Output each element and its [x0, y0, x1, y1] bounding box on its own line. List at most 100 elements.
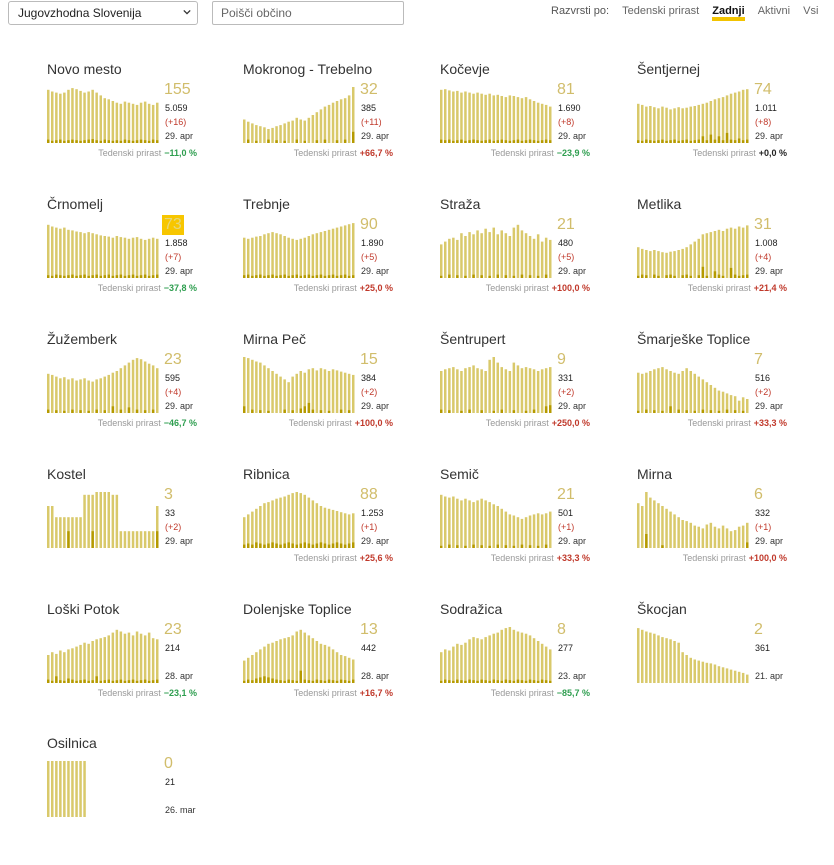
bar-new-cases	[91, 531, 94, 548]
sort-option-latest[interactable]: Zadnji	[712, 5, 745, 21]
total-count: 21	[165, 777, 176, 787]
municipality-card[interactable]: Žužemberk 23 595 (+4) 29. apr Tedenski priras…	[47, 331, 227, 461]
bar	[95, 379, 98, 413]
bar	[87, 494, 90, 548]
municipality-card[interactable]: Škocjan 2 361 21. apr	[637, 601, 817, 731]
municipality-card[interactable]: Loški Potok 23 214 28. apr Tedenski prirast −…	[47, 601, 227, 731]
municipality-card[interactable]: Straža 21 480 (+5) 29. apr Tedenski prirast +1…	[440, 196, 620, 326]
weekly-growth-value: +66,7 %	[359, 148, 393, 158]
bar	[131, 635, 135, 683]
bar-new-cases	[669, 274, 672, 278]
bar-new-cases	[63, 680, 66, 683]
municipality-card[interactable]: Črnomelj 73 1.858 (+7) 29. apr Tedenski prira…	[47, 196, 227, 326]
bar-new-cases	[295, 139, 298, 143]
bar-new-cases	[67, 140, 70, 143]
sort-option-weekly[interactable]: Tedenski prirast	[622, 5, 700, 17]
municipality-card[interactable]: Kočevje 81 1.690 (+8) 29. apr Tedenski priras…	[440, 61, 620, 191]
bar-new-cases	[488, 680, 491, 683]
bar-new-cases	[335, 275, 339, 278]
municipality-card[interactable]: Ribnica 88 1.253 (+1) 29. apr Tedenski priras…	[243, 466, 423, 596]
municipality-card[interactable]: Osilnica 0 21 26. mar	[47, 735, 227, 865]
search-input[interactable]	[212, 1, 404, 25]
bar	[339, 226, 343, 278]
bar-new-cases	[536, 680, 540, 683]
bar	[151, 365, 155, 413]
bar	[528, 635, 532, 683]
bar-new-cases	[303, 406, 306, 413]
bar	[315, 641, 319, 683]
weekly-growth-label: Tedenski prirast	[687, 418, 751, 428]
municipality-card[interactable]: Dolenjske Toplice 13 442 28. apr Tedenski pr…	[243, 601, 423, 731]
bar-new-cases	[657, 275, 660, 278]
bar-new-cases	[263, 544, 266, 548]
total-count: 1.011	[755, 103, 777, 113]
weekly-growth-value: +250,0 %	[551, 418, 590, 428]
bar-new-cases	[119, 409, 123, 413]
bar	[67, 89, 70, 143]
bar	[536, 513, 540, 548]
bar-new-cases	[47, 139, 50, 143]
bar	[156, 506, 159, 548]
bar-new-cases	[331, 274, 335, 278]
bar	[685, 521, 688, 548]
municipality-card[interactable]: Mirna 6 332 (+1) 29. apr Tedenski prirast +100…	[637, 466, 817, 596]
trend-bars	[243, 87, 355, 143]
bar-new-cases	[143, 140, 147, 143]
municipality-card[interactable]: Kostel 3 33 (+2) 29. apr	[47, 466, 227, 596]
bar-new-cases	[247, 679, 250, 683]
bar-new-cases	[524, 140, 528, 143]
bar	[641, 104, 644, 143]
bar-new-cases	[71, 274, 74, 278]
municipality-card[interactable]: Metlika 31 1.008 (+4) 29. apr Tedenski priras…	[637, 196, 817, 326]
bar-new-cases	[532, 409, 536, 413]
last-date: 29. apr	[755, 131, 784, 141]
municipality-card[interactable]: Šmarješke Toplice 7 516 (+2) 29. apr Tedenski…	[637, 331, 817, 461]
bar	[291, 493, 294, 548]
bar-new-cases	[147, 275, 151, 278]
region-select[interactable]: Jugovzhodna Slovenija	[8, 1, 198, 25]
total-count: 385	[361, 103, 377, 113]
bar-new-cases	[279, 275, 282, 278]
bar	[283, 123, 286, 143]
bar	[51, 506, 54, 548]
bar	[79, 644, 82, 683]
bar-new-cases	[111, 140, 115, 143]
bar	[661, 252, 664, 278]
municipality-card[interactable]: Šentjernej 74 1.011 (+8) 29. apr Tedenski pri…	[637, 61, 817, 191]
municipality-card[interactable]: Novo mesto 155 5.059 (+16) 29. apr Tedenski p…	[47, 61, 227, 191]
bar-new-cases	[343, 139, 347, 143]
bar-new-cases	[123, 139, 127, 143]
bar-new-cases	[452, 140, 455, 143]
bar-new-cases	[267, 543, 270, 548]
bar-new-cases	[661, 139, 664, 143]
bar	[323, 231, 327, 278]
sort-option-all[interactable]: Vsi	[803, 5, 819, 17]
bar-new-cases	[139, 275, 143, 278]
weekly-growth-label: Tedenski prirast	[97, 688, 161, 698]
sort-option-active[interactable]: Aktivni	[757, 5, 791, 17]
bar-new-cases	[653, 140, 656, 143]
bar	[243, 119, 246, 143]
bar	[637, 503, 640, 548]
bar	[492, 633, 495, 683]
bar-new-cases	[717, 136, 721, 143]
municipality-card[interactable]: Semič 21 501 (+1) 29. apr Tedenski prirast +33…	[440, 466, 620, 596]
bar-new-cases	[669, 140, 672, 143]
bar-new-cases	[123, 680, 127, 683]
municipality-card[interactable]: Šentrupert 9 331 (+2) 29. apr Tedenski priras…	[440, 331, 620, 461]
bar-new-cases	[440, 680, 443, 683]
bar	[508, 514, 512, 548]
daily-delta: (+2)	[755, 387, 772, 397]
bar	[532, 238, 536, 278]
bar-new-cases	[131, 274, 135, 278]
bar	[91, 641, 94, 683]
municipality-card[interactable]: Mirna Peč 15 384 (+2) 29. apr Tedenski priras…	[243, 331, 423, 461]
bar	[520, 230, 524, 278]
municipality-card[interactable]: Mokronog - Trebelno 32 385 (+11) 29. apr Tede…	[243, 61, 423, 191]
bar	[339, 655, 343, 683]
bar-new-cases	[283, 680, 286, 683]
municipality-name: Kostel	[47, 466, 86, 482]
weekly-growth-value: +0,0 %	[758, 148, 787, 158]
municipality-card[interactable]: Trebnje 90 1.890 (+5) 29. apr Tedenski priras…	[243, 196, 423, 326]
municipality-card[interactable]: Sodražica 8 277 23. apr Tedenski prirast −85,…	[440, 601, 620, 731]
